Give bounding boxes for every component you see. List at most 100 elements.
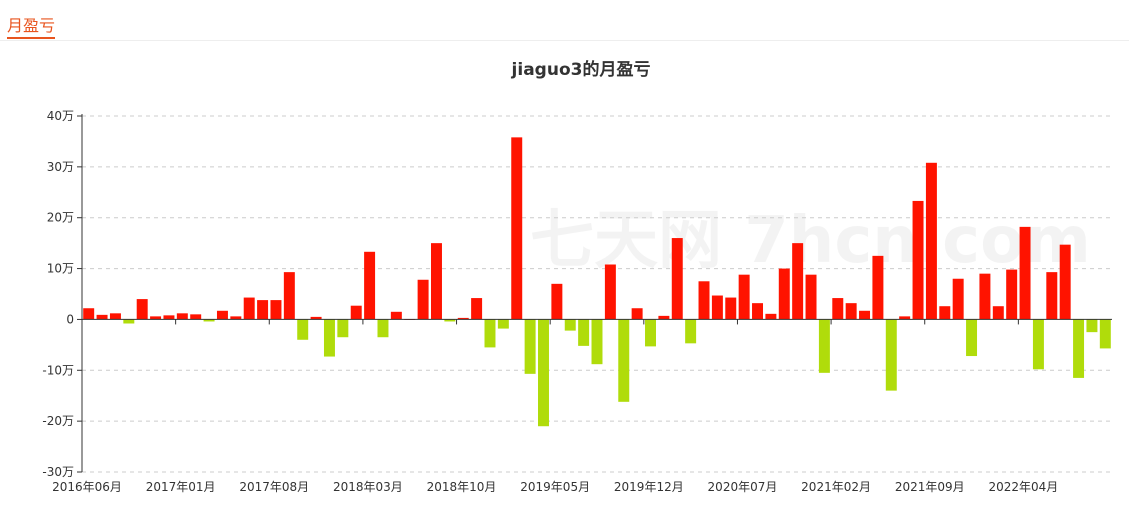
bar[interactable] <box>337 319 349 338</box>
bar[interactable] <box>698 281 710 320</box>
bar[interactable] <box>538 319 549 427</box>
bar[interactable] <box>711 295 723 320</box>
bar[interactable] <box>564 319 576 331</box>
bar[interactable] <box>270 300 282 320</box>
bar[interactable] <box>604 264 616 320</box>
bar[interactable] <box>885 319 897 391</box>
bar[interactable] <box>645 319 656 347</box>
bar[interactable] <box>925 162 937 320</box>
bar[interactable] <box>163 315 175 320</box>
bar[interactable] <box>109 313 121 320</box>
bar[interactable] <box>190 314 202 320</box>
bar[interactable] <box>1073 319 1085 378</box>
bar[interactable] <box>430 243 442 320</box>
bar[interactable] <box>484 319 496 348</box>
bar[interactable] <box>818 319 830 373</box>
bar[interactable] <box>150 316 162 320</box>
y-tick-label: -10万 <box>42 363 74 377</box>
bar[interactable] <box>1019 226 1031 320</box>
bar[interactable] <box>792 243 804 320</box>
bar[interactable] <box>725 297 737 320</box>
bar[interactable] <box>377 319 389 338</box>
bar[interactable] <box>511 137 523 320</box>
x-tick-label: 2017年08月 <box>239 480 309 494</box>
bar[interactable] <box>283 272 295 320</box>
x-tick-label: 2016年06月 <box>52 480 122 494</box>
bar[interactable] <box>551 283 563 320</box>
y-tick-label: 30万 <box>47 160 74 174</box>
bar[interactable] <box>1006 269 1018 320</box>
bar[interactable] <box>257 300 269 320</box>
bar[interactable] <box>243 297 255 320</box>
bar[interactable] <box>524 319 536 374</box>
bar[interactable] <box>765 313 777 320</box>
bar[interactable] <box>618 319 630 402</box>
bar[interactable] <box>417 279 429 320</box>
bar[interactable] <box>859 310 871 320</box>
grid-lines <box>82 115 1112 473</box>
x-tick-label: 2019年12月 <box>614 480 684 494</box>
bar[interactable] <box>899 316 911 320</box>
bar[interactable] <box>805 274 817 320</box>
x-tick-label: 2020年07月 <box>708 480 778 494</box>
bar[interactable] <box>631 308 643 320</box>
bar[interactable] <box>658 315 670 320</box>
bar[interactable] <box>364 251 376 320</box>
bar[interactable] <box>1032 319 1044 370</box>
bar[interactable] <box>939 306 951 320</box>
watermark: 七天网 7hcn.com <box>530 204 1091 278</box>
y-tick-label: 0 <box>66 312 74 326</box>
y-tick-label: 20万 <box>47 211 74 225</box>
y-axis-labels: 40万 30万 20万 10万 0 -10万 -20万 -30万 <box>42 109 74 479</box>
bar[interactable] <box>685 319 697 344</box>
bar[interactable] <box>1099 319 1111 349</box>
y-tick-label: -30万 <box>42 465 74 479</box>
bar[interactable] <box>591 319 603 365</box>
bar[interactable] <box>83 308 95 320</box>
bar[interactable] <box>778 268 790 320</box>
bar[interactable] <box>912 200 924 320</box>
bar[interactable] <box>323 319 335 357</box>
chart-title: jiaguo3的月盈亏 <box>511 59 651 80</box>
bar[interactable] <box>203 319 215 322</box>
bar[interactable] <box>1086 319 1098 333</box>
bar[interactable] <box>310 316 322 320</box>
y-tick-label: 10万 <box>47 262 74 276</box>
bar[interactable] <box>350 305 362 320</box>
bar[interactable] <box>297 319 309 340</box>
x-tick-label: 2022年04月 <box>988 480 1058 494</box>
x-tick-label: 2021年02月 <box>801 480 871 494</box>
bar[interactable] <box>671 238 683 320</box>
bar[interactable] <box>390 311 402 320</box>
x-tick-label: 2021年09月 <box>895 480 965 494</box>
bar[interactable] <box>832 298 844 320</box>
bar[interactable] <box>457 317 469 320</box>
bar[interactable] <box>230 316 242 320</box>
bar[interactable] <box>176 313 188 320</box>
bar[interactable] <box>952 278 964 320</box>
bar[interactable] <box>471 298 483 320</box>
bar[interactable] <box>444 319 456 322</box>
axes <box>77 114 1112 473</box>
bar[interactable] <box>966 319 978 357</box>
tab-bar: 月盈亏 <box>0 0 1129 41</box>
bar[interactable] <box>752 303 764 320</box>
bar[interactable] <box>578 319 590 346</box>
bar[interactable] <box>497 319 509 329</box>
tab-monthly-pnl[interactable]: 月盈亏 <box>7 16 56 39</box>
bar[interactable] <box>1046 272 1058 320</box>
bar[interactable] <box>738 274 750 320</box>
x-tick-label: 2018年10月 <box>427 480 497 494</box>
bars <box>83 137 1111 427</box>
bar[interactable] <box>872 255 884 320</box>
bar[interactable] <box>123 319 135 324</box>
bar[interactable] <box>136 299 148 320</box>
bar[interactable] <box>1059 244 1071 320</box>
bar[interactable] <box>845 303 857 320</box>
bar[interactable] <box>992 306 1004 320</box>
bar[interactable] <box>979 273 991 320</box>
bar[interactable] <box>216 310 228 320</box>
x-tick-label: 2018年03月 <box>333 480 403 494</box>
bar[interactable] <box>96 314 108 320</box>
